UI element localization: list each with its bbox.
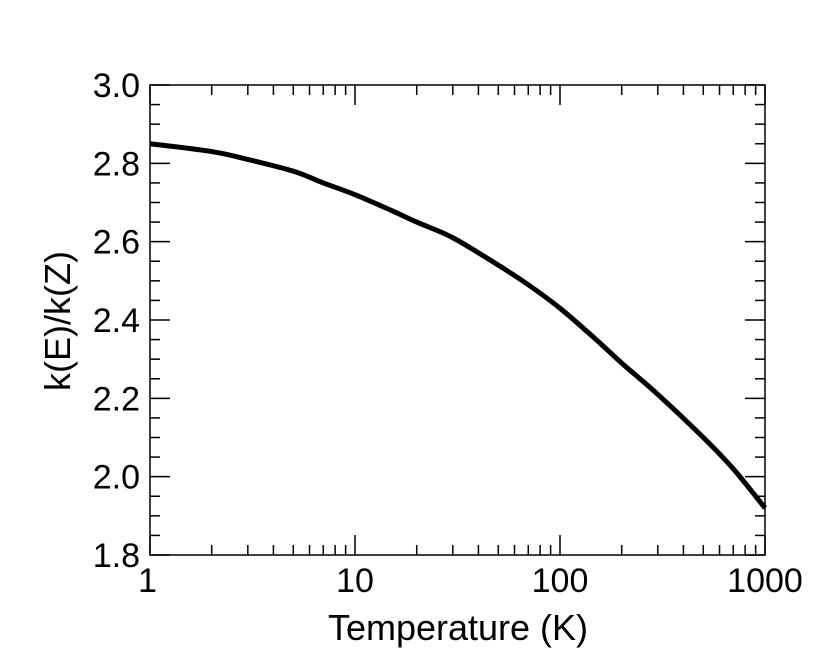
y-tick-label: 2.4 bbox=[93, 302, 140, 340]
plot-frame bbox=[149, 84, 766, 556]
series-layer bbox=[149, 141, 767, 510]
x-tick-label: 100 bbox=[532, 562, 589, 600]
x-tick-label: 1000 bbox=[727, 562, 803, 600]
y-tick-label: 3.0 bbox=[93, 67, 140, 105]
tick-labels: 1 10 100 1000 1.8 2.0 2.2 2.4 2.6 2.8 3.0 bbox=[93, 67, 803, 600]
x-tick-label: 1 bbox=[138, 562, 157, 600]
y-tick-label: 2.8 bbox=[93, 145, 140, 183]
series-line bbox=[149, 141, 767, 510]
x-axis-title: Temperature (K) bbox=[328, 607, 588, 648]
y-tick-label: 1.8 bbox=[93, 537, 140, 575]
x-tick-label: 10 bbox=[336, 562, 374, 600]
y-axis-title: k(E)/k(Z) bbox=[37, 251, 78, 391]
tick-marks bbox=[149, 84, 766, 556]
y-tick-label: 2.6 bbox=[93, 224, 140, 262]
y-tick-label: 2.2 bbox=[93, 380, 140, 418]
y-tick-label: 2.0 bbox=[93, 459, 140, 497]
